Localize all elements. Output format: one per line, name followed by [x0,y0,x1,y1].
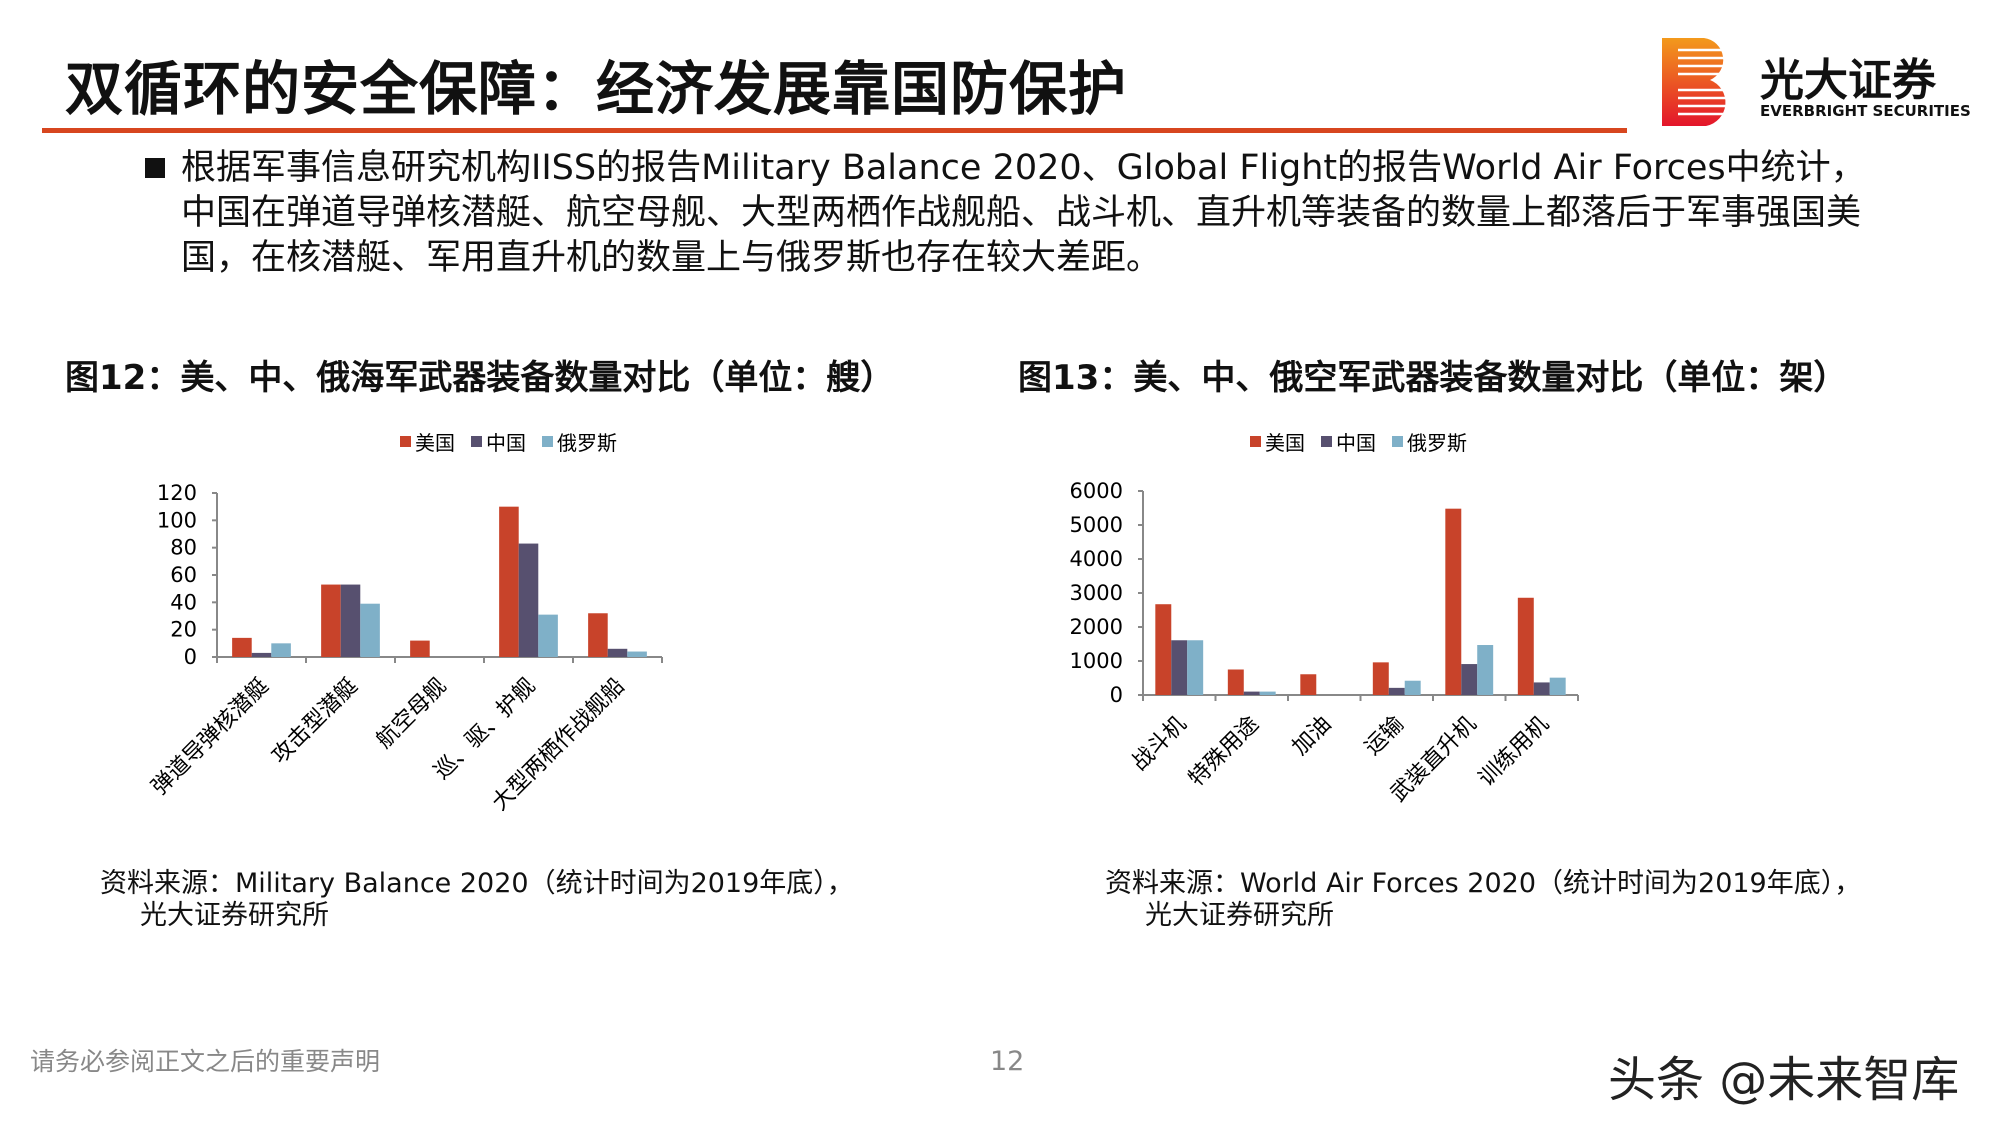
y-tick-label: 2000 [1070,615,1123,639]
logo: 光大证券 EVERBRIGHT SECURITIES [1662,38,1992,128]
x-tick-label: 弹道导弹核潜艇 [147,674,274,801]
bar-俄罗斯-武装直升机 [1477,645,1494,695]
everbright-logo-icon [1662,38,1730,126]
bar-中国-特殊用途 [1243,691,1260,695]
bar-美国-巡、驱、护舰 [499,506,519,657]
logo-cn: 光大证券 [1760,55,1936,106]
bar-俄罗斯-巡、驱、护舰 [538,614,558,657]
bar-俄罗斯-特殊用途 [1259,691,1276,695]
legend-label: 中国 [486,431,526,455]
title-divider [42,128,1627,133]
bar-俄罗斯-训练用机 [1549,677,1566,695]
page-title: 双循环的安全保障：经济发展靠国防保护 [65,55,1128,123]
logo-en: EVERBRIGHT SECURITIES [1760,102,1971,120]
y-tick-label: 3000 [1070,581,1123,605]
source-line-1: 资料来源：World Air Forces 2020（统计时间为2019年底）， [1105,868,1862,899]
bar-中国-攻击型潜艇 [340,584,361,657]
bar-美国-大型两栖作战舰船 [588,613,608,657]
watermark: 头条 @未来智库 [1608,1052,1960,1108]
source-line-2: 光大证券研究所 [1145,900,1334,931]
page-number: 12 [990,1046,1025,1077]
legend-swatch [542,436,553,447]
figure-13-source: 资料来源：World Air Forces 2020（统计时间为2019年底），… [1105,868,1861,932]
y-tick-label: 1000 [1070,649,1123,673]
bar-美国-训练用机 [1517,597,1534,695]
legend-swatch [1321,436,1332,447]
legend-swatch [471,436,482,447]
bar-中国-武装直升机 [1461,664,1478,695]
bar-美国-攻击型潜艇 [321,584,341,657]
legend-label: 美国 [415,431,455,455]
bullet-paragraph: 根据军事信息研究机构IISS的报告Military Balance 2020、G… [145,146,1885,281]
disclaimer-note: 请务必参阅正文之后的重要声明 [30,1047,381,1076]
bar-美国-加油 [1300,674,1317,695]
y-tick-label: 120 [157,481,197,505]
bar-中国-战斗机 [1171,640,1188,695]
y-tick-label: 5000 [1070,513,1123,537]
bar-美国-武装直升机 [1445,508,1462,695]
x-tick-label: 运输 [1360,712,1409,761]
y-tick-label: 6000 [1070,479,1123,503]
bullet-square-icon [145,158,165,178]
y-tick-label: 0 [1110,683,1123,707]
y-tick-label: 80 [170,536,197,560]
legend-swatch [400,436,411,447]
bar-俄罗斯-大型两栖作战舰船 [627,651,647,657]
bar-中国-弹道导弹核潜艇 [251,652,272,657]
x-tick-label: 加油 [1288,712,1337,761]
bar-中国-巡、驱、护舰 [518,543,539,657]
x-tick-label: 训练用机 [1474,712,1554,792]
legend-label: 俄罗斯 [557,431,617,455]
bar-美国-航空母舰 [410,640,430,657]
y-tick-label: 4000 [1070,547,1123,571]
bar-美国-特殊用途 [1227,669,1244,695]
source-line-2: 光大证券研究所 [140,900,329,931]
bar-美国-弹道导弹核潜艇 [232,637,252,657]
bar-中国-运输 [1388,687,1405,695]
figure-13-title: 图13：美、中、俄空军武器装备数量对比（单位：架） [1018,358,1848,398]
x-tick-label: 战斗机 [1127,712,1191,776]
y-tick-label: 0 [184,645,197,669]
y-tick-label: 60 [170,563,197,587]
bar-美国-运输 [1372,662,1389,695]
legend-label: 中国 [1336,431,1376,455]
bullet-text: 根据军事信息研究机构IISS的报告Military Balance 2020、G… [181,148,1866,278]
figure-12-source: 资料来源：Military Balance 2020（统计时间为2019年底），… [100,868,854,932]
bar-中国-大型两栖作战舰船 [607,648,628,657]
x-tick-label: 攻击型潜艇 [267,674,362,769]
y-tick-label: 20 [170,618,197,642]
x-tick-label: 航空母舰 [372,674,452,754]
y-tick-label: 100 [157,508,197,532]
legend-label: 俄罗斯 [1407,431,1467,455]
source-line-1: 资料来源：Military Balance 2020（统计时间为2019年底）， [100,868,854,899]
bar-俄罗斯-运输 [1404,680,1421,695]
y-tick-label: 40 [170,590,197,614]
bar-中国-训练用机 [1533,682,1550,695]
legend-swatch [1392,436,1403,447]
bar-俄罗斯-攻击型潜艇 [360,603,380,657]
bar-俄罗斯-弹道导弹核潜艇 [271,643,291,657]
figure-12-title: 图12：美、中、俄海军武器装备数量对比（单位：艘） [65,358,895,398]
legend-label: 美国 [1265,431,1305,455]
x-tick-label: 特殊用途 [1184,712,1264,792]
bar-美国-战斗机 [1155,604,1172,695]
legend-swatch [1250,436,1261,447]
bar-俄罗斯-战斗机 [1187,640,1204,695]
